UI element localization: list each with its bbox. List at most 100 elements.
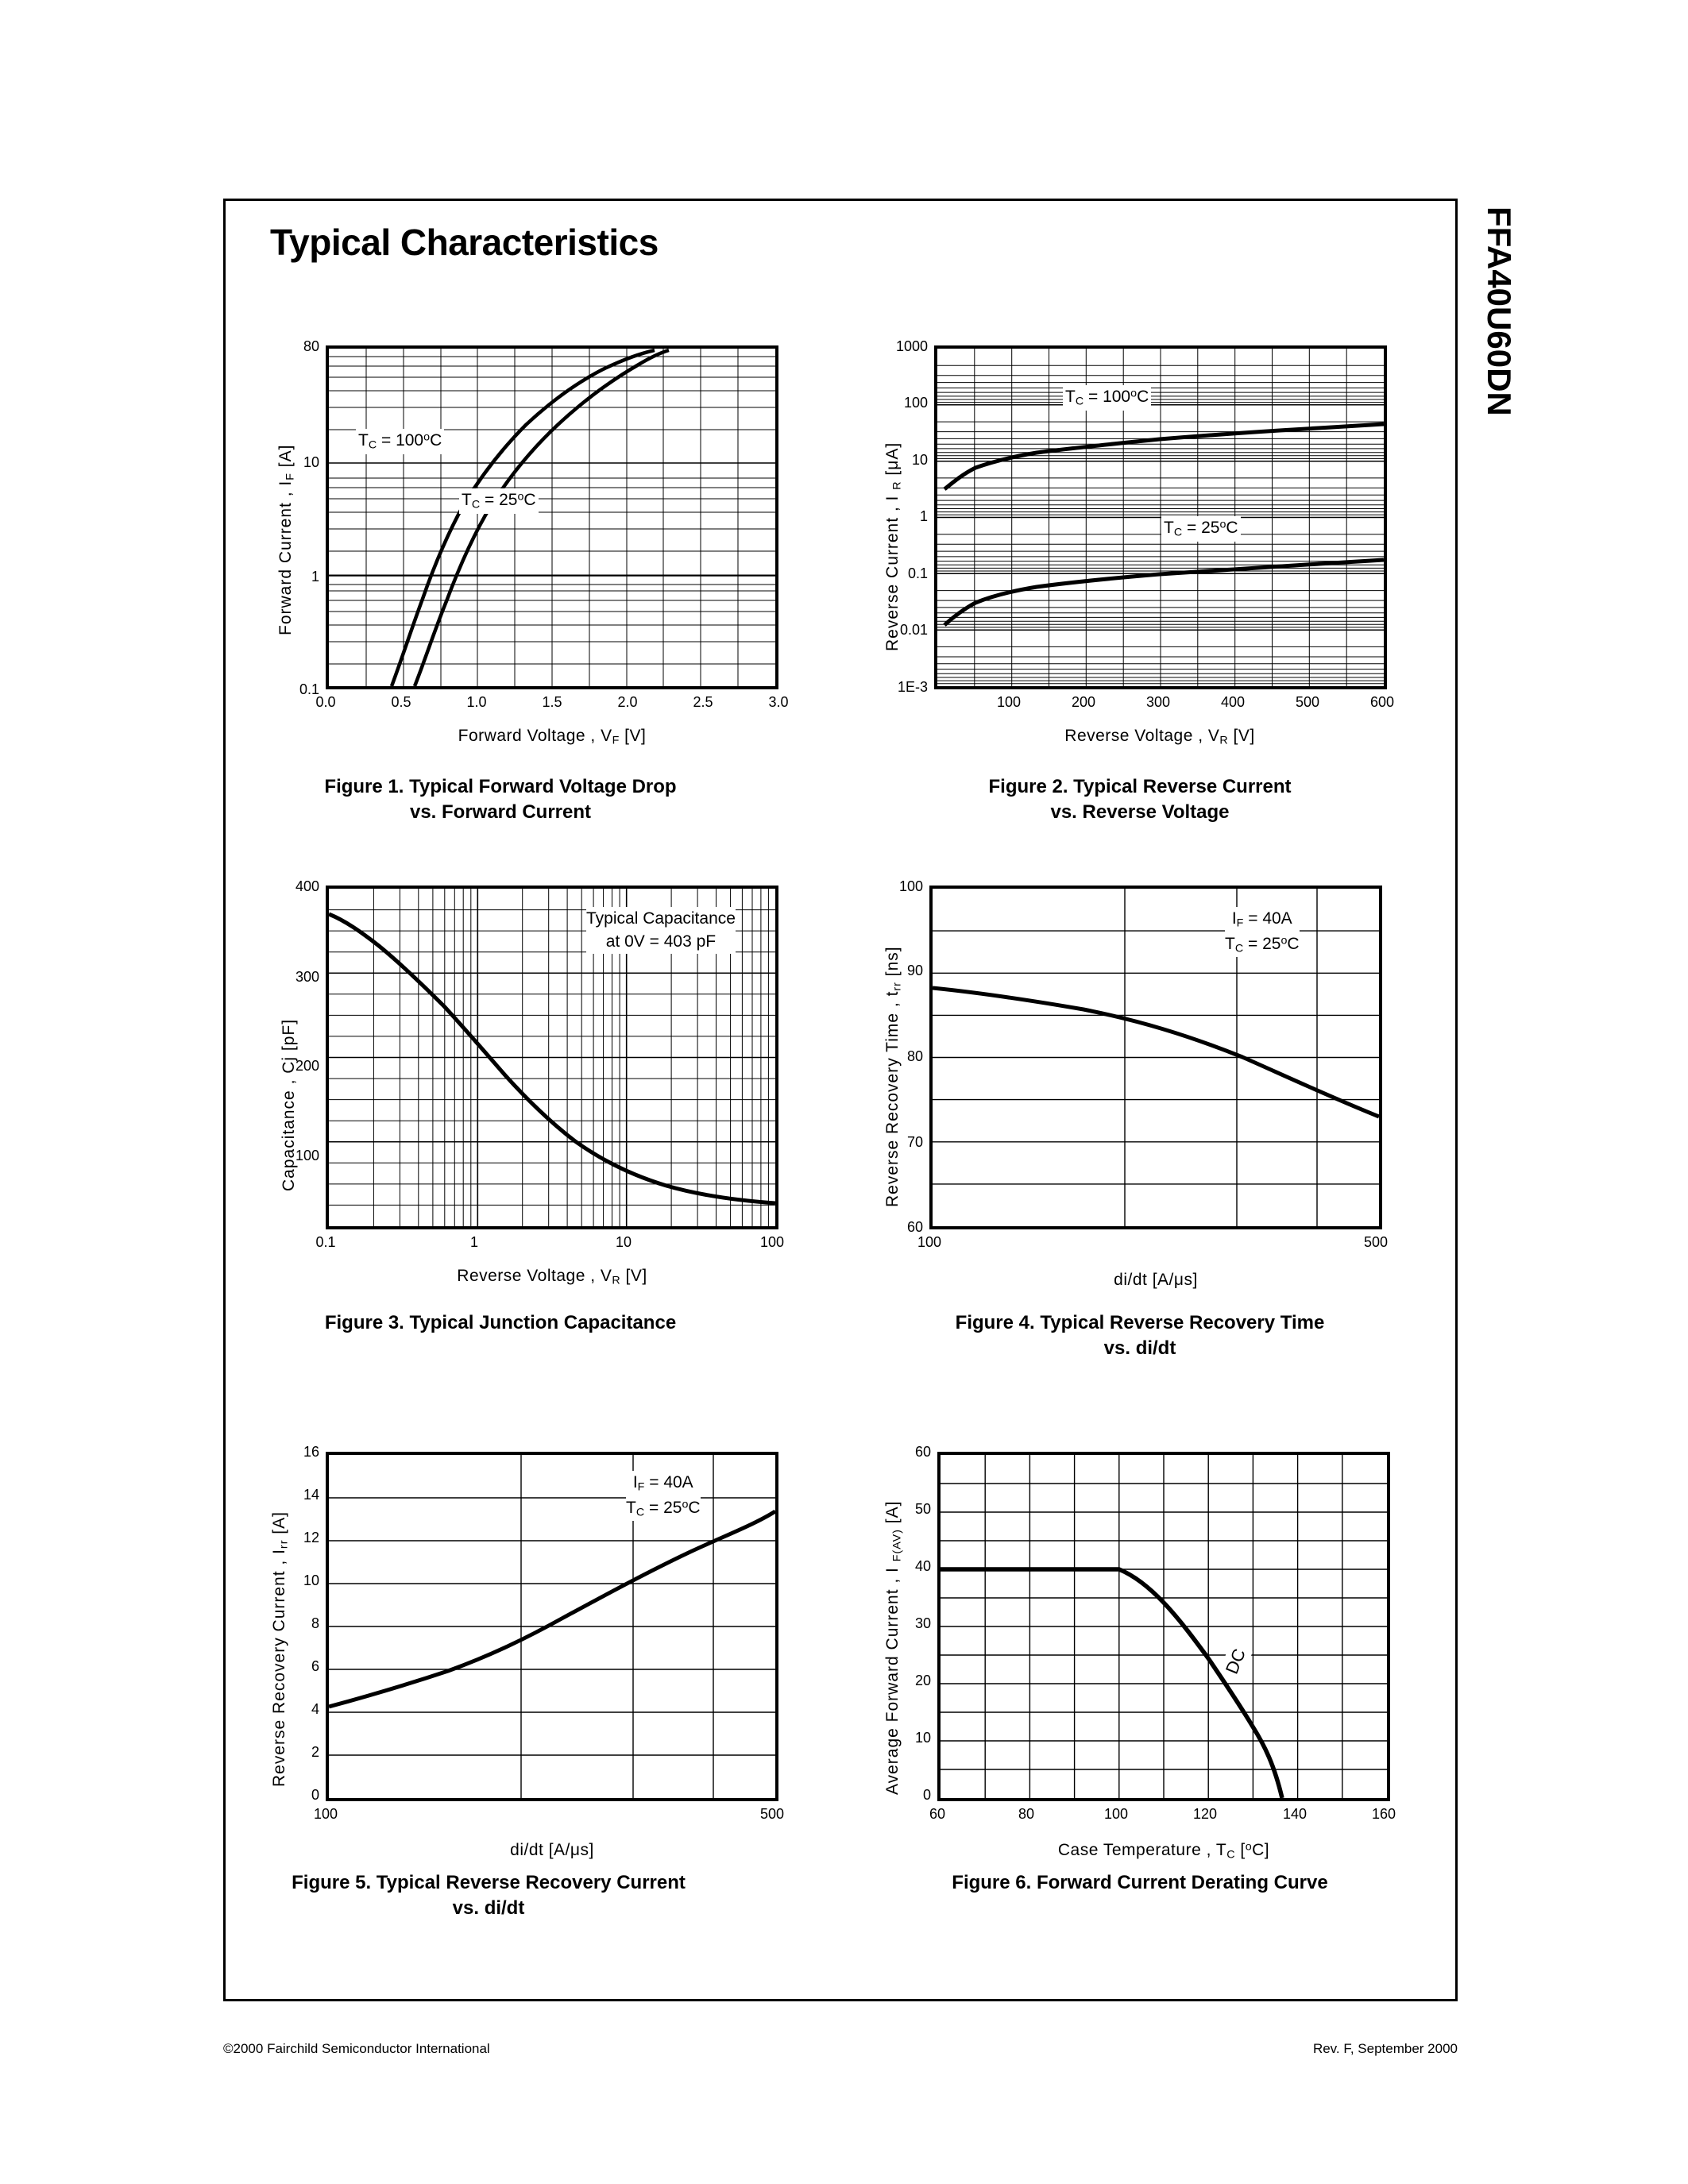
figure-6-xtick-160: 160 xyxy=(1371,1806,1396,1822)
figure-2-plot-svg xyxy=(937,349,1384,686)
figure-5-xtick-500: 500 xyxy=(759,1806,785,1822)
figure-5-ytick-4: 4 xyxy=(311,1701,319,1717)
figure-4-curve-trr xyxy=(933,986,1379,1119)
figure-1-xtick-1: 0.5 xyxy=(391,694,411,710)
figure-6-ytick-30: 30 xyxy=(914,1615,931,1631)
figure-6-xtick-120: 120 xyxy=(1192,1806,1218,1822)
figure-1-xtick-0: 0.0 xyxy=(315,694,336,710)
figure-5-plot-svg xyxy=(329,1455,775,1798)
figure-1-xtick-3: 1.5 xyxy=(542,694,562,710)
figure-6-xtick-80: 80 xyxy=(1018,1806,1035,1822)
figure-1-ytick-80: 80 xyxy=(303,338,319,354)
figure-1-xtick-5: 2.5 xyxy=(693,694,713,710)
figure-2-ytick-10: 10 xyxy=(911,452,928,468)
figure-1-ytick-1: 1 xyxy=(311,569,319,585)
figure-2-annotation-tc25: TC = 25oC xyxy=(1161,516,1241,542)
figure-1-xtick-2: 1.0 xyxy=(466,694,487,710)
figure-5: Reverse Recovery Current , Irr [A] 16 14… xyxy=(246,1414,818,1859)
figure-5-ytick-8: 8 xyxy=(311,1615,319,1631)
figure-3-xtick-1: 1 xyxy=(469,1234,478,1250)
figure-2-curve-tc100 xyxy=(943,422,1384,491)
figure-1-plot-svg xyxy=(329,349,775,686)
figure-2: Reverse Current , I R [μA] 1000 100 10 1… xyxy=(866,318,1422,762)
figure-2-ytick-100: 100 xyxy=(903,395,928,411)
figure-2-xtick-400: 400 xyxy=(1220,694,1246,710)
figure-1-ytick-0.1: 0.1 xyxy=(299,681,319,697)
figure-1: Forward Current , IF [A] 80 10 1 0.1 xyxy=(262,318,818,762)
figure-3-xtick-100: 100 xyxy=(759,1234,785,1250)
figure-5-plot-area xyxy=(326,1452,778,1801)
figure-6-curve-dc xyxy=(941,1567,1284,1798)
figure-4-ytick-60: 60 xyxy=(906,1219,923,1235)
figure-2-ytick-1: 1 xyxy=(919,508,928,524)
figure-3: Capacitance , Cj [pF] 400 300 200 100 xyxy=(262,858,818,1302)
figure-6-xtick-140: 140 xyxy=(1282,1806,1308,1822)
figure-2-caption-line2: vs. Reverse Voltage xyxy=(1050,801,1230,824)
figure-2-ytick-0.1: 0.1 xyxy=(907,565,928,581)
footer-copyright: ©2000 Fairchild Semiconductor Internatio… xyxy=(223,2041,490,2056)
figure-2-ytick-1e-3: 1E-3 xyxy=(897,679,928,695)
figure-6-y-axis-title: Average Forward Current , I F(AV) [A] xyxy=(883,1500,904,1795)
figure-3-x-axis-title: Reverse Voltage , VR [V] xyxy=(457,1267,647,1287)
figure-2-xtick-100: 100 xyxy=(996,694,1022,710)
figure-3-annotation-capacitance: Typical Capacitance at 0V = 403 pF xyxy=(586,907,736,954)
figure-4-annotation-line1: IF = 40A xyxy=(1231,909,1292,930)
figure-5-ytick-0: 0 xyxy=(311,1787,319,1803)
figure-4-ytick-70: 70 xyxy=(906,1134,923,1150)
figure-5-ytick-16: 16 xyxy=(303,1444,319,1460)
figure-3-ytick-300: 300 xyxy=(295,969,319,985)
figure-3-y-axis-title: Capacitance , Cj [pF] xyxy=(280,1018,298,1191)
figure-4-xtick-100: 100 xyxy=(917,1234,942,1250)
figure-3-annotation-line2: at 0V = 403 pF xyxy=(605,932,717,951)
figure-4-annotation-line2: TC = 25oC xyxy=(1225,934,1300,955)
figure-6-ytick-10: 10 xyxy=(914,1730,931,1746)
figure-2-ytick-1000: 1000 xyxy=(895,338,928,354)
figure-3-ytick-100: 100 xyxy=(295,1148,319,1163)
figure-1-xtick-6: 3.0 xyxy=(768,694,789,710)
figure-6-ytick-20: 20 xyxy=(914,1673,931,1688)
figure-1-annotation-tc25: TC = 25oC xyxy=(459,488,539,514)
figure-2-xtick-200: 200 xyxy=(1071,694,1096,710)
figure-2-plot-area xyxy=(934,345,1387,689)
figure-4-ytick-80: 80 xyxy=(906,1048,923,1064)
figure-6-ytick-50: 50 xyxy=(914,1501,931,1517)
figure-5-ytick-14: 14 xyxy=(303,1487,319,1503)
figure-6-ytick-40: 40 xyxy=(914,1558,931,1574)
figure-2-xtick-300: 300 xyxy=(1145,694,1171,710)
figure-6-caption-line1: Figure 6. Forward Current Derating Curve xyxy=(952,1872,1328,1893)
figure-6-ytick-0: 0 xyxy=(922,1787,931,1803)
figure-4-caption: Figure 4. Typical Reverse Recovery Time … xyxy=(878,1310,1402,1362)
figure-3-caption: Figure 3. Typical Junction Capacitance xyxy=(238,1310,763,1336)
figure-5-xtick-100: 100 xyxy=(313,1806,338,1822)
figure-6-plot-area xyxy=(937,1452,1390,1801)
figure-1-caption: Figure 1. Typical Forward Voltage Drop v… xyxy=(238,774,763,826)
figure-2-ytick-0.01: 0.01 xyxy=(899,622,928,638)
figure-1-ytick-10: 10 xyxy=(303,454,319,470)
figure-3-ytick-200: 200 xyxy=(295,1058,319,1074)
figure-3-ytick-400: 400 xyxy=(295,878,319,894)
figure-2-x-axis-title: Reverse Voltage , VR [V] xyxy=(1064,727,1255,747)
figure-3-xtick-10: 10 xyxy=(615,1234,632,1250)
figure-5-annotation-line1: IF = 40A xyxy=(632,1473,693,1494)
figure-4-caption-line1: Figure 4. Typical Reverse Recovery Time xyxy=(955,1312,1325,1333)
figure-6-xtick-100: 100 xyxy=(1103,1806,1129,1822)
figure-6-ytick-60: 60 xyxy=(914,1444,931,1460)
figure-4-plot-svg xyxy=(933,889,1379,1226)
figure-1-curve-tc25 xyxy=(412,349,670,686)
page-border-frame xyxy=(223,199,1458,2001)
figure-6-caption: Figure 6. Forward Current Derating Curve xyxy=(878,1870,1402,1896)
figure-4-y-axis-title: Reverse Recovery Time , trr [ns] xyxy=(883,946,904,1207)
figure-2-y-axis-title: Reverse Current , I R [μA] xyxy=(883,442,904,651)
figure-4-caption-line2: vs. di/dt xyxy=(1103,1337,1176,1360)
figure-5-caption-line2: vs. di/dt xyxy=(452,1897,525,1920)
device-part-number-side-title: FFA40U60DN xyxy=(1481,206,1518,416)
footer-revision: Rev. F, September 2000 xyxy=(1312,2041,1458,2056)
figure-5-ytick-12: 12 xyxy=(303,1530,319,1545)
figure-2-caption: Figure 2. Typical Reverse Current vs. Re… xyxy=(878,774,1402,826)
figure-6-xtick-60: 60 xyxy=(929,1806,946,1822)
figure-4-plot-area xyxy=(929,886,1382,1229)
figure-4-xtick-500: 500 xyxy=(1363,1234,1389,1250)
figure-1-plot-area xyxy=(326,345,778,689)
figure-5-x-axis-title: di/dt [A/μs] xyxy=(510,1841,594,1859)
